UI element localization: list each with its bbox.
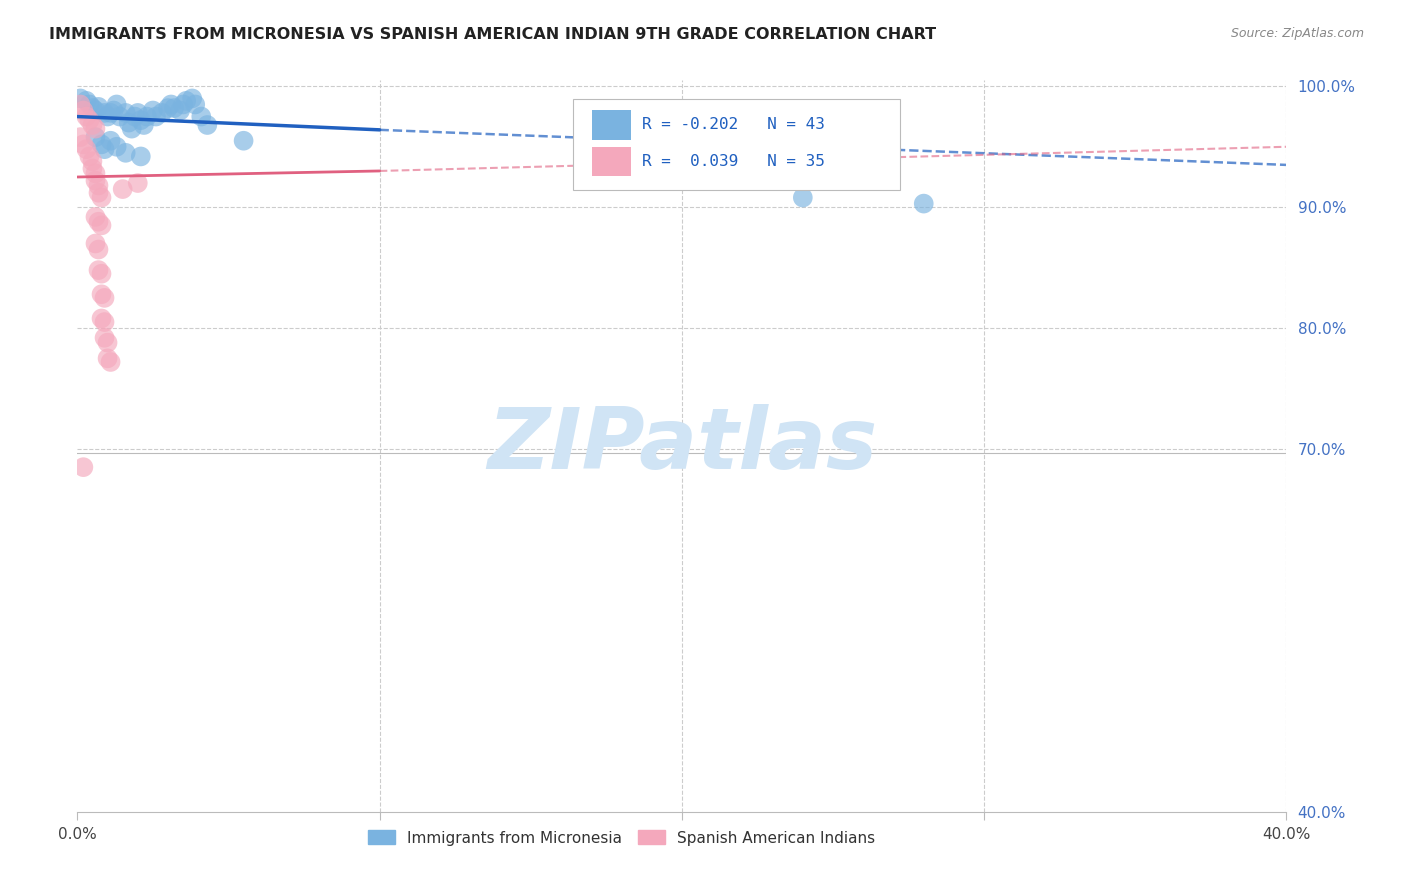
Point [129,149,152,163]
Point [127,106,149,120]
Point [82,101,104,115]
Point [69,130,91,145]
Point [82,161,104,176]
Point [184,97,207,112]
Point [79,113,101,128]
Legend: Immigrants from Micronesia, Spanish American Indians: Immigrants from Micronesia, Spanish Amer… [361,824,882,852]
Point [90,267,112,281]
Point [100,355,122,369]
Point [105,97,128,112]
Point [100,134,122,148]
Point [232,134,254,148]
Point [93,315,115,329]
Point [105,140,128,154]
Point [84,103,107,118]
Point [118,115,141,129]
Point [121,121,143,136]
Point [84,166,107,180]
Point [114,106,136,120]
Point [93,331,115,345]
Point [90,219,112,233]
Point [84,121,107,136]
Point [90,190,112,204]
Point [72,460,94,475]
Point [195,118,218,132]
FancyBboxPatch shape [592,111,631,139]
Point [87,215,110,229]
Point [69,91,91,105]
Point [127,176,149,190]
Point [72,137,94,152]
Point [108,110,131,124]
Point [190,110,212,124]
Point [150,106,173,120]
Point [84,210,107,224]
Point [87,243,110,257]
Point [111,182,134,196]
Point [84,236,107,251]
Text: ZIPatlas: ZIPatlas [486,404,877,488]
Point [142,103,165,118]
Point [181,91,204,105]
Point [84,130,107,145]
Point [163,101,186,115]
Point [87,186,110,200]
Point [87,178,110,193]
Point [160,97,183,112]
Point [82,154,104,169]
Point [157,101,180,115]
Point [75,110,97,124]
Point [96,351,118,366]
FancyBboxPatch shape [592,147,631,176]
Point [72,103,94,118]
Point [79,149,101,163]
Point [912,196,935,211]
Point [129,113,152,128]
Point [174,94,197,108]
Point [124,110,146,124]
Text: R =  0.039   N = 35: R = 0.039 N = 35 [643,154,825,169]
Point [75,142,97,156]
Point [90,137,112,152]
Point [132,118,155,132]
Point [96,110,118,124]
Point [82,118,104,132]
Point [90,287,112,301]
Point [79,97,101,112]
Point [93,142,115,156]
Point [103,103,125,118]
Point [172,97,194,112]
Point [90,311,112,326]
Point [84,173,107,187]
Point [100,106,122,120]
Point [96,335,118,350]
Point [87,100,110,114]
Point [69,97,91,112]
Text: IMMIGRANTS FROM MICRONESIA VS SPANISH AMERICAN INDIAN 9TH GRADE CORRELATION CHAR: IMMIGRANTS FROM MICRONESIA VS SPANISH AM… [49,27,936,42]
Point [93,106,115,120]
Point [114,145,136,160]
Point [145,110,167,124]
Text: R = -0.202   N = 43: R = -0.202 N = 43 [643,118,825,132]
Point [792,190,814,204]
Point [169,103,191,118]
Point [93,291,115,305]
Point [135,110,157,124]
Text: Source: ZipAtlas.com: Source: ZipAtlas.com [1230,27,1364,40]
Point [87,263,110,277]
FancyBboxPatch shape [574,99,900,190]
Point [75,94,97,108]
